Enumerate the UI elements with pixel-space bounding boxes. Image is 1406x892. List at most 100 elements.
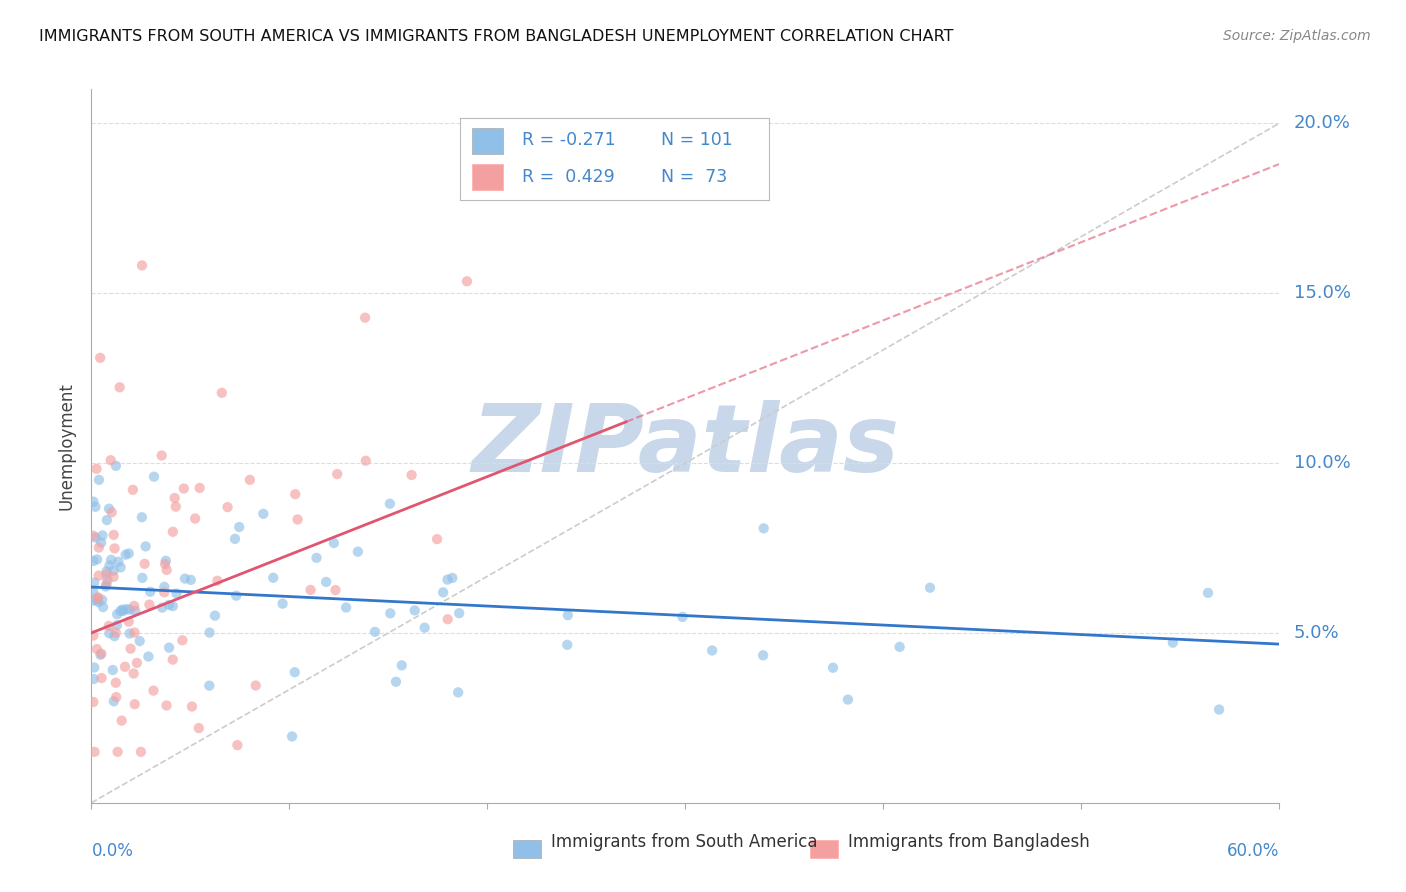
Point [889, 640, 911, 654]
Point [118, 602, 141, 616]
Point [155, 554, 177, 568]
Point [103, 694, 125, 708]
Point [217, 500, 239, 515]
Point [325, 583, 347, 598]
Point [124, 604, 146, 618]
Point [284, 487, 307, 501]
Point [111, 714, 134, 728]
Point [129, 745, 152, 759]
Point [385, 674, 408, 689]
Point [83, 575, 105, 590]
Point [111, 602, 134, 616]
Point [555, 638, 578, 652]
Point [245, 678, 267, 692]
Point [157, 640, 180, 655]
Point [98, 558, 121, 573]
Point [82, 593, 104, 607]
Point [96, 573, 118, 587]
Point [378, 497, 401, 511]
Point [364, 624, 387, 639]
Point [354, 454, 377, 468]
Point [174, 572, 197, 586]
Point [198, 679, 221, 693]
Point [401, 468, 423, 483]
Point [86, 552, 108, 566]
Point [104, 625, 127, 640]
Point [671, 610, 693, 624]
Point [90, 671, 112, 685]
Point [165, 500, 187, 514]
Point [104, 675, 127, 690]
Point [752, 521, 775, 535]
Point [211, 385, 233, 400]
Point [112, 604, 135, 618]
Point [86, 462, 108, 476]
Point [138, 598, 160, 612]
Point [166, 586, 188, 600]
Point [752, 648, 775, 663]
Point [91, 592, 114, 607]
Point [153, 580, 176, 594]
Point [150, 449, 173, 463]
Point [163, 491, 186, 505]
Point [432, 585, 454, 599]
Text: R =  0.429: R = 0.429 [522, 168, 614, 186]
Point [82, 554, 104, 568]
Point [204, 608, 226, 623]
Point [281, 730, 304, 744]
Point [87, 473, 110, 487]
Point [142, 683, 165, 698]
Point [262, 571, 284, 585]
Point [87, 591, 110, 605]
Point [143, 469, 166, 483]
Point [124, 625, 146, 640]
Point [335, 600, 357, 615]
Point [449, 606, 471, 620]
Point [103, 541, 125, 556]
Point [84, 500, 107, 514]
Point [118, 615, 141, 629]
Point [84, 531, 107, 545]
Point [284, 665, 307, 680]
Point [124, 697, 146, 711]
Point [120, 641, 142, 656]
Point [128, 634, 150, 648]
Point [139, 584, 162, 599]
Point [187, 721, 209, 735]
Point [83, 745, 105, 759]
Point [150, 600, 173, 615]
Point [1161, 635, 1184, 649]
Point [225, 589, 247, 603]
Point [252, 507, 274, 521]
Point [100, 553, 122, 567]
Point [837, 692, 859, 706]
Point [105, 690, 128, 704]
Point [96, 513, 118, 527]
Point [155, 698, 177, 713]
Text: 15.0%: 15.0% [1294, 284, 1351, 302]
Point [315, 574, 337, 589]
Point [426, 532, 449, 546]
Point [347, 544, 370, 558]
Point [110, 560, 132, 574]
Point [100, 505, 122, 519]
Point [86, 642, 108, 657]
Point [105, 607, 128, 622]
Point [82, 529, 104, 543]
Point [122, 666, 145, 681]
Point [131, 259, 153, 273]
Point [271, 597, 294, 611]
Point [82, 585, 104, 599]
Point [110, 604, 132, 618]
Point [181, 699, 204, 714]
Text: N =  73: N = 73 [661, 168, 727, 186]
Point [118, 546, 141, 560]
Point [157, 598, 180, 612]
Point [83, 660, 105, 674]
Point [224, 532, 246, 546]
Text: 5.0%: 5.0% [1294, 624, 1340, 642]
Point [138, 649, 160, 664]
Point [380, 607, 402, 621]
Text: N = 101: N = 101 [661, 131, 733, 149]
Point [131, 510, 153, 524]
